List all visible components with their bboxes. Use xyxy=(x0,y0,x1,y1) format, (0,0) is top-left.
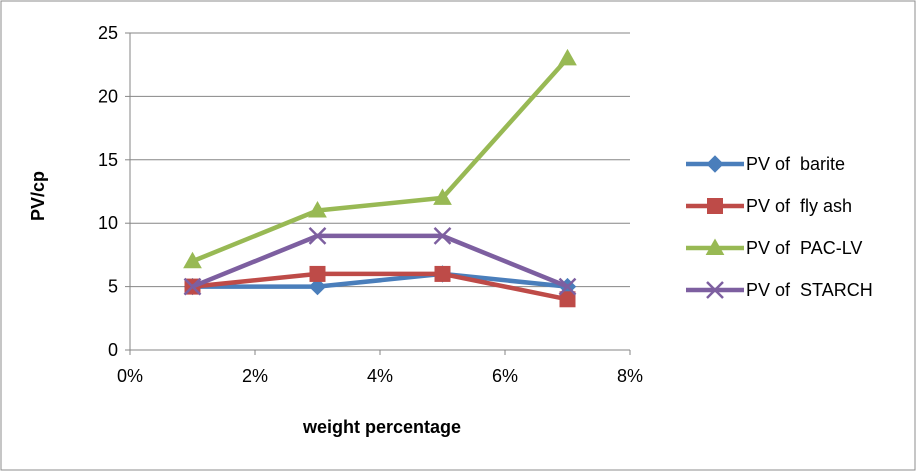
x-marker-stroke xyxy=(433,226,452,245)
x-tick-label: 6% xyxy=(492,366,518,386)
legend: PV of barite PV of fly ash PV of PAC-LV PV … xyxy=(686,154,873,300)
data-point xyxy=(433,226,452,245)
data-point xyxy=(434,265,451,282)
x-tick-label: 2% xyxy=(242,366,268,386)
legend-marker xyxy=(706,155,724,173)
legend-label: PV of barite xyxy=(746,154,845,174)
x-marker-stroke xyxy=(558,277,577,296)
x-marker-stroke xyxy=(706,281,724,299)
y-tick-label: 10 xyxy=(98,213,118,233)
data-point xyxy=(558,277,577,296)
legend-marker xyxy=(705,238,725,255)
data-point xyxy=(183,251,202,269)
x-marker-stroke xyxy=(183,277,202,296)
legend-entry-1: PV of barite xyxy=(686,154,845,174)
series-line xyxy=(191,56,570,264)
legend-label: PV of PAC-LV xyxy=(746,238,862,258)
legend-label: PV of fly ash xyxy=(746,196,852,216)
data-point xyxy=(433,188,452,205)
series-4 xyxy=(183,226,577,296)
x-tick-label: 8% xyxy=(617,366,643,386)
data-point xyxy=(308,226,327,245)
series-line xyxy=(192,271,568,302)
data-point xyxy=(309,265,326,282)
legend-label: PV of STARCH xyxy=(746,280,873,300)
x-tick-label: 0% xyxy=(117,366,143,386)
series-line xyxy=(192,271,568,289)
data-point xyxy=(558,48,577,66)
data-point xyxy=(183,277,202,296)
series-group xyxy=(183,48,577,308)
x-tick-label: 4% xyxy=(367,366,393,386)
series-3 xyxy=(183,48,577,269)
x-marker-stroke xyxy=(308,226,327,245)
legend-entry-4: PV of STARCH xyxy=(686,280,873,300)
y-axis-title: PV/cp xyxy=(28,171,48,221)
y-tick-label: 5 xyxy=(108,277,118,297)
data-point xyxy=(308,277,327,296)
y-tick-label: 25 xyxy=(98,23,118,43)
y-tick-label: 20 xyxy=(98,86,118,106)
series-line xyxy=(191,233,569,289)
data-point xyxy=(308,201,327,218)
legend-entry-3: PV of PAC-LV xyxy=(686,238,862,258)
legend-marker xyxy=(707,198,723,214)
data-point xyxy=(559,291,576,308)
y-tick-label: 15 xyxy=(98,150,118,170)
legend-entry-2: PV of fly ash xyxy=(686,196,852,216)
axes: 0 5 10 15 20 25 0% 2% 4% 6% 8% xyxy=(98,23,643,386)
legend-marker xyxy=(706,281,724,299)
x-axis-title: weight percentage xyxy=(302,417,461,437)
y-tick-label: 0 xyxy=(108,340,118,360)
